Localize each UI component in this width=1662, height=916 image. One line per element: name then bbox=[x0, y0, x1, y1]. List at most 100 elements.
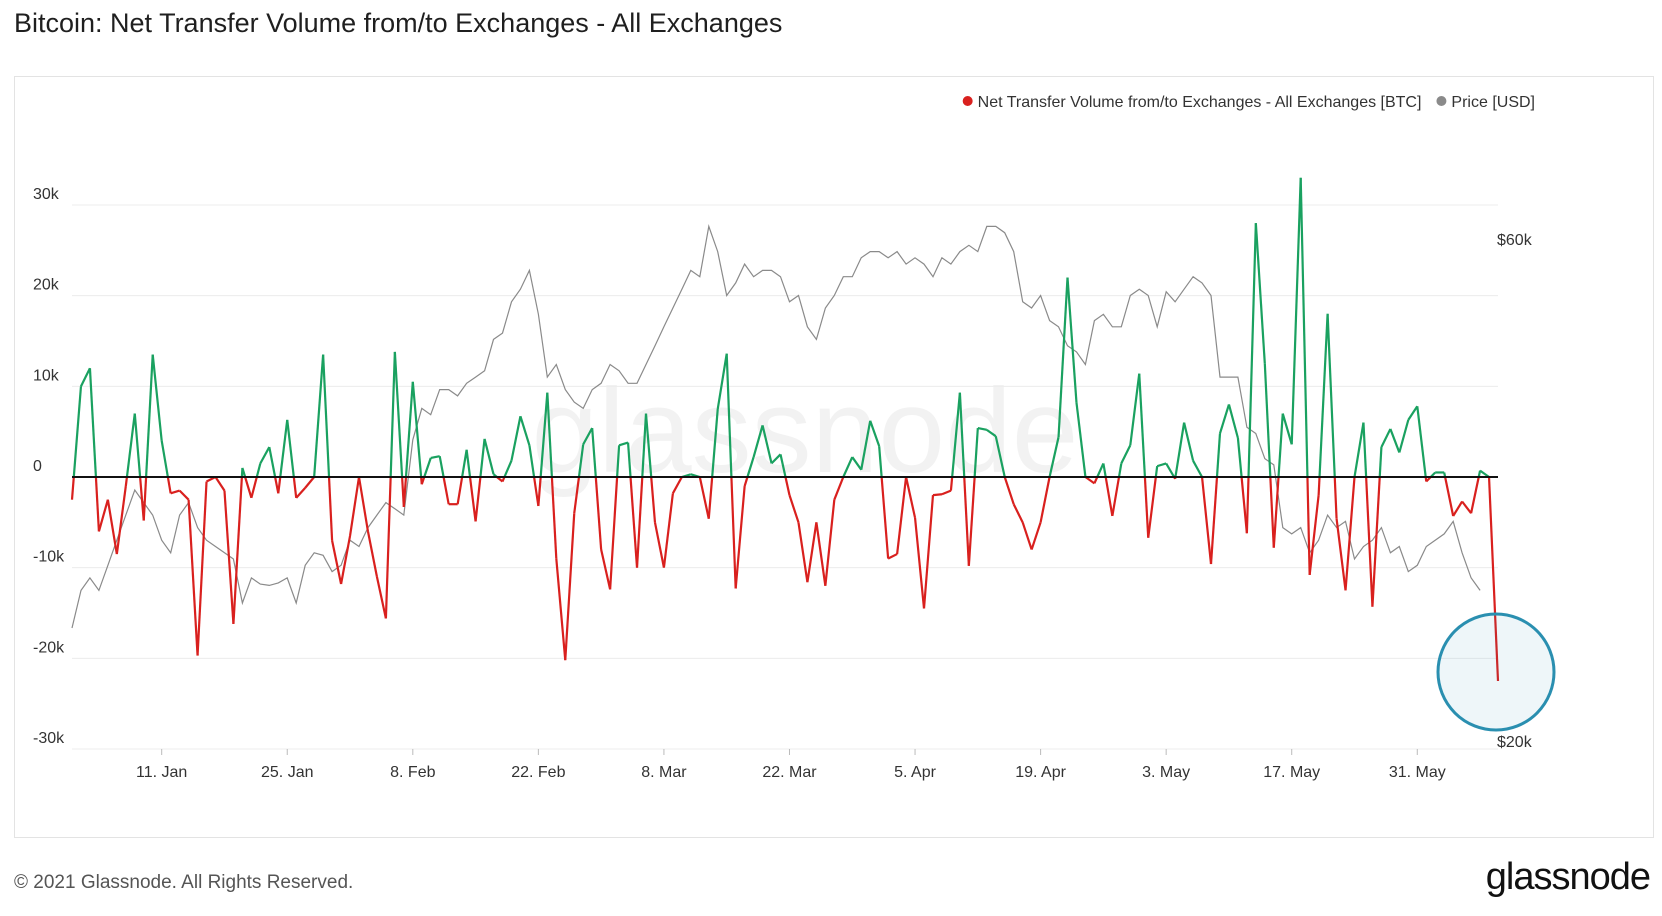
net-transfer-segment bbox=[629, 476, 639, 568]
net-transfer-segment bbox=[869, 420, 881, 447]
net-transfer-segment bbox=[539, 392, 549, 478]
y-tick-label: -10k bbox=[33, 549, 65, 566]
net-transfer-segment bbox=[456, 476, 464, 505]
net-transfer-segment bbox=[573, 476, 581, 514]
net-transfer-segment bbox=[438, 455, 445, 478]
net-transfer-segment bbox=[115, 485, 127, 555]
net-transfer-segment bbox=[1154, 465, 1159, 478]
net-transfer-segment bbox=[878, 446, 883, 478]
net-transfer-segment bbox=[1183, 422, 1195, 461]
net-transfer-segment bbox=[752, 425, 764, 458]
net-transfer-segment bbox=[880, 476, 890, 559]
x-tick-label: 17. May bbox=[1263, 764, 1320, 781]
net-transfer-segment bbox=[503, 460, 513, 478]
net-transfer-segment bbox=[707, 476, 714, 519]
net-transfer-segment bbox=[779, 454, 787, 478]
net-transfer-segment bbox=[1326, 313, 1336, 478]
y-tick-label: 10k bbox=[33, 367, 60, 384]
net-transfer-segment bbox=[994, 435, 1006, 478]
net-transfer-segment bbox=[331, 540, 343, 585]
legend-label: Price [USD] bbox=[1451, 94, 1535, 111]
net-transfer-segment bbox=[635, 476, 644, 568]
net-transfer-segment bbox=[761, 425, 773, 464]
net-transfer-segment bbox=[97, 499, 109, 532]
net-transfer-segment bbox=[582, 427, 594, 445]
net-transfer-segment bbox=[1147, 476, 1157, 538]
net-transfer-segment bbox=[1470, 476, 1480, 514]
net-transfer-segment bbox=[461, 449, 468, 478]
net-transfer-segment bbox=[142, 476, 148, 521]
net-transfer-segment bbox=[423, 457, 432, 478]
net-transfer-segment bbox=[1192, 460, 1204, 478]
net-transfer-segment bbox=[734, 485, 746, 589]
net-transfer-segment bbox=[1057, 277, 1069, 438]
net-transfer-segment bbox=[1380, 428, 1392, 448]
net-transfer-segment bbox=[151, 354, 163, 441]
net-transfer-segment bbox=[716, 353, 728, 410]
y-tick-label: -20k bbox=[33, 639, 65, 656]
net-transfer-segment bbox=[223, 490, 235, 624]
net-transfer-segment bbox=[550, 476, 558, 559]
net-transfer-segment bbox=[905, 476, 917, 519]
net-transfer-segment bbox=[967, 476, 976, 566]
net-transfer-segment bbox=[1452, 500, 1464, 517]
net-transfer-segment bbox=[963, 476, 970, 566]
net-transfer-segment bbox=[519, 415, 531, 446]
net-transfer-segment bbox=[1218, 404, 1230, 434]
net-transfer-segment bbox=[70, 476, 75, 500]
net-transfer-segment bbox=[1344, 476, 1356, 591]
net-transfer-segment bbox=[187, 499, 199, 656]
net-transfer-segment bbox=[600, 549, 612, 590]
x-tick-label: 8. Mar bbox=[641, 764, 687, 781]
net-transfer-segment bbox=[698, 476, 710, 519]
net-transfer-segment bbox=[366, 531, 379, 577]
net-transfer-segment bbox=[951, 392, 961, 478]
x-tick-label: 22. Mar bbox=[762, 764, 817, 781]
net-transfer-segment bbox=[784, 476, 791, 496]
net-transfer-segment bbox=[1240, 476, 1248, 534]
net-transfer-segment bbox=[1075, 402, 1087, 478]
net-transfer-segment bbox=[1407, 405, 1419, 421]
net-transfer-segment bbox=[106, 499, 118, 555]
x-tick-label: 25. Jan bbox=[261, 764, 313, 781]
copyright-footer: © 2021 Glassnode. All Rights Reserved. bbox=[14, 872, 354, 893]
chart-title: Bitcoin: Net Transfer Volume from/to Exc… bbox=[14, 8, 783, 38]
net-transfer-segment bbox=[1335, 518, 1347, 591]
net-transfer-segment bbox=[384, 476, 392, 619]
net-transfer-segment bbox=[591, 427, 597, 478]
net-transfer-segment bbox=[404, 381, 414, 478]
net-transfer-segment bbox=[913, 517, 926, 609]
net-transfer-segment bbox=[1365, 476, 1374, 607]
net-transfer-segment bbox=[941, 489, 952, 496]
net-transfer-segment bbox=[1120, 444, 1132, 464]
net-transfer-segment bbox=[671, 476, 683, 494]
net-transfer-segment bbox=[833, 476, 845, 501]
net-transfer-segment bbox=[357, 476, 370, 532]
net-transfer-segment bbox=[653, 522, 666, 568]
net-transfer-segment bbox=[170, 489, 180, 495]
net-transfer-segment bbox=[1254, 223, 1266, 364]
net-transfer-segment bbox=[1165, 462, 1176, 478]
net-transfer-segment bbox=[1308, 495, 1320, 576]
net-transfer-segment bbox=[133, 413, 142, 478]
net-transfer-segment bbox=[1398, 419, 1410, 453]
x-tick-label: 3. May bbox=[1142, 764, 1190, 781]
net-transfer-segment bbox=[616, 445, 621, 478]
legend-dot bbox=[962, 96, 973, 106]
net-transfer-segment bbox=[313, 354, 325, 478]
net-transfer-segment bbox=[1263, 363, 1272, 478]
x-tick-label: 5. Apr bbox=[894, 764, 936, 781]
net-transfer-segment bbox=[1030, 521, 1042, 550]
net-transfer-segment bbox=[1156, 462, 1167, 468]
net-transfer-segment bbox=[1299, 177, 1309, 478]
net-transfer-segment bbox=[178, 489, 190, 501]
net-transfer-segment bbox=[958, 392, 966, 478]
net-transfer-segment bbox=[232, 476, 243, 624]
net-transfer-segment bbox=[618, 441, 629, 447]
net-transfer-segment bbox=[259, 446, 271, 464]
net-transfer-segment bbox=[1066, 277, 1078, 403]
net-transfer-segment bbox=[788, 494, 800, 523]
net-transfer-segment bbox=[1306, 476, 1311, 575]
x-tick-label: 22. Feb bbox=[511, 764, 565, 781]
net-transfer-segment bbox=[1209, 476, 1219, 565]
